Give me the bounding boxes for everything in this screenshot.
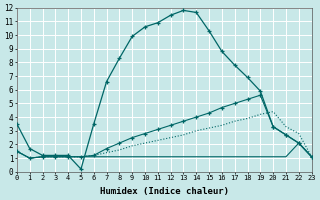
X-axis label: Humidex (Indice chaleur): Humidex (Indice chaleur) [100,187,229,196]
